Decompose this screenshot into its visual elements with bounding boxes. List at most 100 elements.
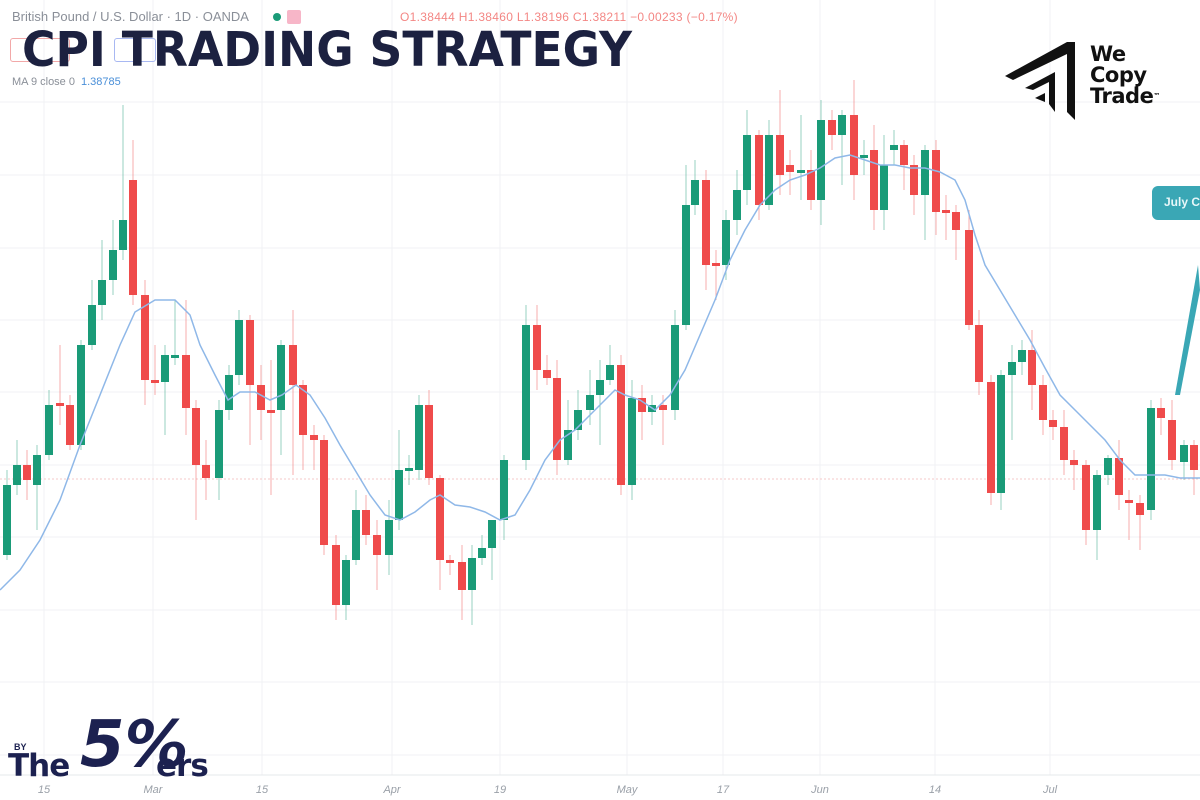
- candle: [1028, 330, 1036, 410]
- candle: [942, 195, 950, 240]
- candle: [342, 555, 350, 620]
- candle: [257, 365, 265, 440]
- sell-button[interactable]: [10, 38, 70, 62]
- candle: [606, 345, 614, 385]
- candle: [817, 100, 825, 225]
- x-tick-label: 19: [493, 784, 507, 796]
- candle: [468, 545, 476, 625]
- the5ers-by: BY: [14, 742, 27, 752]
- candle: [828, 110, 836, 150]
- candle: [638, 385, 646, 440]
- candle: [733, 170, 741, 235]
- candle: [797, 115, 805, 200]
- logo-word-copy: Copy: [1090, 63, 1147, 87]
- candle: [161, 345, 169, 435]
- candle: [56, 345, 64, 425]
- candle: [151, 345, 159, 395]
- candle: [77, 340, 85, 450]
- candle: [425, 390, 433, 485]
- candle: [921, 145, 929, 240]
- x-tick-label: 17: [716, 784, 730, 796]
- x-tick-label: Apr: [383, 784, 401, 796]
- candle: [952, 205, 960, 260]
- candle: [436, 475, 444, 590]
- candle: [33, 445, 41, 530]
- candle: [1136, 495, 1144, 550]
- candle: [310, 425, 318, 470]
- x-tick-label: May: [616, 784, 638, 796]
- candle: [225, 365, 233, 420]
- candle: [500, 455, 508, 540]
- candle: [88, 280, 96, 350]
- candle: [415, 395, 423, 480]
- candle: [332, 535, 340, 620]
- candle: [880, 135, 888, 230]
- candle: [362, 495, 370, 545]
- candle: [1060, 410, 1068, 475]
- candle: [543, 355, 551, 385]
- candle: [574, 390, 582, 440]
- indicator-legend[interactable]: MA 9 close 0 1.38785: [12, 76, 121, 88]
- candle: [860, 140, 868, 175]
- july-callout-label: July C: [1152, 186, 1200, 220]
- candle: [1125, 490, 1133, 540]
- wecopytrade-logo-icon: [1005, 42, 1075, 120]
- overlay-title: CPI TRADING STRATEGY: [22, 22, 633, 78]
- candle: [373, 520, 381, 590]
- candle: [458, 545, 466, 620]
- x-tick-label: Jul: [1042, 784, 1058, 796]
- candle: [910, 155, 918, 215]
- candle: [932, 140, 940, 235]
- x-tick-label: 15: [255, 784, 269, 796]
- candle: [1157, 398, 1165, 435]
- x-tick-label: Mar: [143, 784, 163, 796]
- candle: [617, 355, 625, 495]
- candle: [488, 520, 496, 580]
- the5ers-ers: ers: [156, 748, 209, 784]
- candle: [385, 500, 393, 575]
- the5ers-logo: BY The 5% ers: [8, 708, 218, 784]
- candle: [320, 435, 328, 555]
- logo-word-we: We: [1090, 42, 1126, 66]
- candle: [743, 110, 751, 205]
- candle: [446, 555, 454, 575]
- candle: [838, 110, 846, 185]
- x-tick-label: Jun: [811, 784, 829, 796]
- candle: [870, 125, 878, 230]
- wecopytrade-wordmark: We Copy Trade™: [1090, 44, 1160, 107]
- candle: [596, 360, 604, 445]
- candle: [1104, 455, 1112, 485]
- candle: [119, 105, 127, 260]
- the5ers-the: The: [8, 748, 70, 784]
- candle: [786, 150, 794, 195]
- candle: [965, 210, 973, 330]
- candle: [628, 380, 636, 500]
- candle: [776, 90, 784, 195]
- candle: [1082, 460, 1090, 545]
- alert-icon[interactable]: [286, 9, 301, 24]
- candle: [66, 395, 74, 450]
- x-tick-label: 15: [37, 784, 51, 796]
- candle: [691, 160, 699, 215]
- candle: [141, 280, 149, 405]
- buy-button[interactable]: [114, 38, 156, 62]
- candle: [659, 395, 667, 445]
- candle: [807, 150, 815, 210]
- candle: [975, 310, 983, 395]
- candle: [1168, 400, 1176, 470]
- x-tick-label: 14: [928, 784, 942, 796]
- candle: [267, 360, 275, 495]
- candle: [1008, 345, 1016, 440]
- candle: [171, 300, 179, 365]
- callout-pointer: [1175, 265, 1200, 395]
- candle: [246, 315, 254, 445]
- candle: [395, 430, 403, 530]
- candle: [405, 455, 413, 485]
- candle: [215, 400, 223, 500]
- symbol-title: British Pound / U.S. Dollar · 1D · OANDA: [12, 9, 249, 24]
- candle: [553, 360, 561, 475]
- moving-average-line: [0, 154, 1200, 591]
- candle: [1070, 450, 1078, 490]
- market-status-dot-icon: [272, 12, 281, 21]
- candle: [478, 535, 486, 565]
